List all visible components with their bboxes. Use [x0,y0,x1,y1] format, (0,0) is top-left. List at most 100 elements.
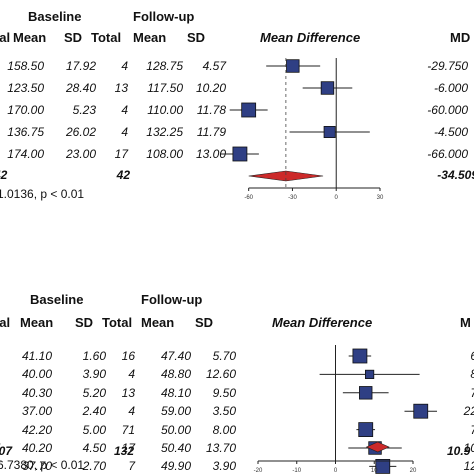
summary-diamond [365,441,390,453]
cell-sd-fu: 8.00 [212,422,236,437]
summary-total-fu-1: 42 [116,168,130,182]
cell-total-fu: 13 [121,385,135,400]
cell-sd-base: 4.50 [82,441,106,455]
heterogeneity-2: 6.7380, p < 0.01 [0,458,85,472]
cell-sd-fu: 11.78 [196,103,226,117]
cell-mean-fu: 48.80 [160,367,191,382]
md-col-header-1: MD [450,30,471,45]
effect-box [359,386,373,400]
col-mean-fu-1: Mean [133,30,167,45]
md-col-header-2: M [460,315,471,330]
cell-sd-base: 1.60 [82,349,106,363]
col-sd-fu-2: SD [195,315,214,330]
x-tick-label: 0 [335,195,339,201]
summary-total-base-1: 42 [0,168,8,182]
cell-mean-fu: 50.40 [160,441,191,455]
effect-box [375,458,391,474]
cell-mean-base: 136.75 [7,125,44,139]
cell-sd-fu: 13.70 [205,441,236,455]
cell-sd-fu: 5.70 [212,349,236,363]
cell-mean-base: 158.50 [7,59,44,73]
col-total-fu-1: Total [91,30,122,45]
effect-box [358,422,374,438]
x-tick-label: -60 [244,195,253,201]
cell-total-fu: 71 [121,422,135,437]
cell-md-text: 7.8 [447,386,474,400]
effect-box [232,146,248,162]
cell-sd-base: 23.00 [65,147,96,161]
cell-sd-base: 3.90 [82,367,106,382]
effect-box [286,59,300,73]
cell-md-text: -66.000 [427,147,468,161]
cell-mean-fu: 117.50 [147,81,183,95]
cell-total-fu: 7 [128,459,135,474]
cell-mean-fu: 110.00 [147,103,183,117]
col-sd-fu-1: SD [187,30,206,45]
cell-mean-fu: 59.00 [160,404,191,419]
baseline-group-label-1: Baseline [28,9,82,24]
col-sd-base-2: SD [75,315,94,330]
cell-md-text: 6.3 [447,349,474,363]
cell-mean-fu: 49.90 [160,459,191,474]
cell-sd-base: 2.40 [82,404,106,419]
cell-sd-fu: 11.79 [196,125,226,139]
cell-mean-fu: 50.00 [160,422,191,437]
effect-box [320,81,335,95]
summary-md-1: -34.509 [437,168,474,182]
x-tick-label: 10 [371,468,378,474]
cell-mean-base: 174.00 [7,147,44,161]
col-mean-base-1: Mean [13,30,47,45]
x-tick-label: -20 [254,468,263,474]
summary-total-fu-2: 132 [113,444,134,458]
cell-sd-fu: 10.20 [195,81,226,95]
cell-md-text: 10.2 [463,441,474,455]
cell-sd-base: 5.00 [82,422,106,437]
cell-mean-base: 123.50 [7,81,44,95]
col-total-fu-2: Total [102,315,133,330]
effect-box [352,348,368,364]
cell-md-text: -29.750 [427,59,468,73]
cell-sd-base: 28.40 [65,81,96,95]
summary-diamond [248,170,324,182]
col-total-base-2: Total [0,315,11,330]
cell-mean-base: 40.30 [21,385,52,400]
cell-total-fu: 16 [121,349,135,363]
plot-title-2: Mean Difference [272,315,373,330]
cell-mean-fu: 108.00 [146,147,183,161]
cell-md-text: 7.8 [447,423,474,437]
x-tick-label: 0 [334,468,338,474]
effect-box [413,403,429,419]
cell-total-fu: 17 [121,441,135,455]
cell-total-fu: 4 [121,103,128,117]
cell-total-fu: 4 [121,59,128,73]
x-tick-label: 20 [410,468,417,474]
cell-mean-base: 41.10 [21,349,52,363]
col-mean-base-2: Mean [20,315,54,330]
cell-sd-base: 5.23 [72,103,96,117]
cell-sd-base: 26.02 [65,125,96,139]
cell-sd-base: 5.20 [82,385,106,400]
cell-total-fu: 13 [114,81,128,95]
cell-md-text: 8.8 [447,367,474,381]
cell-mean-fu: 47.40 [160,349,191,363]
x-tick-label: 30 [377,195,384,201]
cell-total-fu: 4 [128,404,135,419]
cell-mean-base: 42.20 [21,422,52,437]
plot-title-1: Mean Difference [260,30,361,45]
cell-mean-base: 40.00 [21,367,52,382]
summary-md-2: 10.9 [447,444,471,458]
cell-sd-fu: 13.00 [195,147,226,161]
cell-md-text: 22.0 [463,404,474,419]
cell-md-text: -4.500 [433,125,468,139]
x-tick-label: -10 [292,468,301,474]
cell-total-fu: 4 [128,367,135,382]
cell-sd-base: 17.92 [65,59,96,73]
heterogeneity-1: 1.0136, p < 0.01 [0,187,85,201]
cell-mean-base: 37.70 [21,459,52,474]
cell-mean-base: 37.00 [21,404,52,419]
effect-box [323,126,336,139]
cell-total-fu: 17 [114,147,128,161]
cell-mean-fu: 132.25 [146,125,183,139]
cell-md-text: 12.2 [463,459,474,474]
